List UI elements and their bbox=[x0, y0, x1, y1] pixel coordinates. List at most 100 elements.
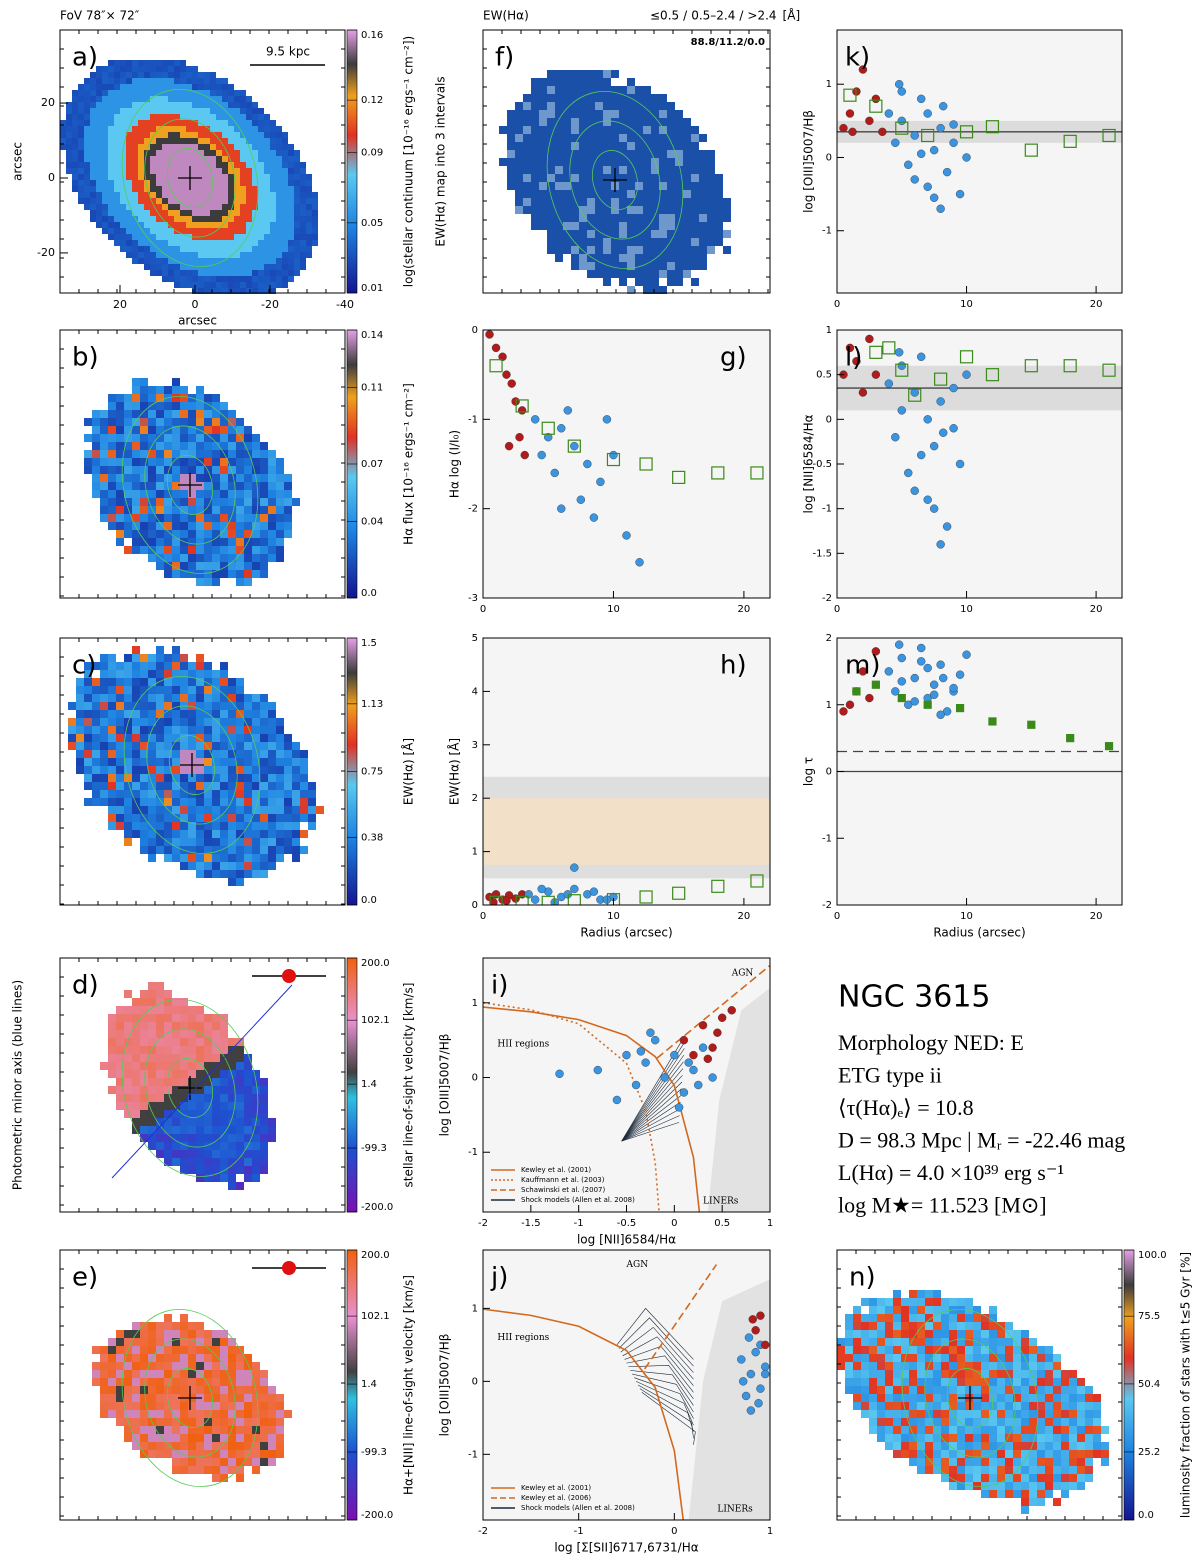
map-pixel bbox=[284, 506, 292, 514]
map-pixel bbox=[188, 1094, 196, 1102]
map-pixel bbox=[603, 238, 611, 246]
map-pixel bbox=[116, 1094, 124, 1102]
map-pixel bbox=[276, 806, 284, 814]
map-pixel bbox=[571, 110, 579, 118]
map-pixel bbox=[108, 150, 114, 156]
map-pixel bbox=[164, 1062, 172, 1070]
map-pixel bbox=[635, 110, 643, 118]
data-point bbox=[739, 1377, 748, 1386]
map-pixel bbox=[84, 782, 92, 790]
map-pixel bbox=[108, 774, 116, 782]
map-pixel bbox=[282, 180, 288, 186]
data-point bbox=[929, 690, 939, 699]
map-pixel bbox=[164, 554, 172, 562]
map-pixel bbox=[244, 1078, 252, 1086]
map-pixel bbox=[300, 234, 306, 240]
map-pixel bbox=[284, 758, 292, 766]
map-pixel bbox=[212, 1418, 220, 1426]
map-pixel bbox=[180, 192, 186, 198]
data-point bbox=[530, 895, 540, 904]
map-pixel bbox=[901, 1386, 909, 1394]
map-pixel bbox=[188, 1402, 196, 1410]
map-pixel bbox=[114, 132, 120, 138]
map-pixel bbox=[78, 192, 84, 198]
map-pixel bbox=[611, 214, 619, 222]
map-pixel bbox=[132, 240, 138, 246]
map-pixel bbox=[186, 114, 192, 120]
map-pixel bbox=[635, 86, 643, 94]
map-pixel bbox=[148, 466, 156, 474]
map-pixel bbox=[72, 162, 78, 168]
map-pixel bbox=[981, 1394, 989, 1402]
map-pixel bbox=[595, 222, 603, 230]
map-pixel bbox=[90, 144, 96, 150]
map-pixel bbox=[853, 1370, 861, 1378]
map-pixel bbox=[196, 522, 204, 530]
map-pixel bbox=[531, 142, 539, 150]
map-pixel bbox=[186, 198, 192, 204]
map-pixel bbox=[603, 158, 611, 166]
map-pixel bbox=[156, 562, 164, 570]
map-pixel bbox=[292, 854, 300, 862]
map-pixel bbox=[164, 450, 172, 458]
map-pixel bbox=[132, 998, 140, 1006]
map-pixel bbox=[92, 782, 100, 790]
map-pixel bbox=[180, 276, 186, 282]
map-pixel bbox=[124, 1330, 132, 1338]
map-pixel bbox=[138, 144, 144, 150]
map-pixel bbox=[126, 120, 132, 126]
map-pixel bbox=[276, 790, 284, 798]
map-pixel bbox=[651, 102, 659, 110]
map-pixel bbox=[288, 234, 294, 240]
model-curve bbox=[656, 964, 770, 1059]
map-pixel bbox=[180, 1386, 188, 1394]
map-pixel bbox=[667, 134, 675, 142]
map-pixel bbox=[180, 1370, 188, 1378]
map-pixel bbox=[180, 562, 188, 570]
map-pixel bbox=[150, 132, 156, 138]
map-pixel bbox=[196, 702, 204, 710]
map-pixel bbox=[212, 870, 220, 878]
map-pixel bbox=[132, 246, 138, 252]
map-pixel bbox=[651, 166, 659, 174]
map-pixel bbox=[66, 108, 72, 114]
map-pixel bbox=[96, 192, 102, 198]
map-pixel bbox=[228, 180, 234, 186]
map-pixel bbox=[220, 1118, 228, 1126]
map-pixel bbox=[222, 192, 228, 198]
map-pixel bbox=[627, 102, 635, 110]
map-pixel bbox=[124, 782, 132, 790]
map-pixel bbox=[260, 554, 268, 562]
map-pixel bbox=[240, 228, 246, 234]
data-point bbox=[698, 1021, 708, 1030]
map-pixel bbox=[132, 150, 138, 156]
map-pixel bbox=[114, 240, 120, 246]
map-pixel bbox=[220, 1474, 228, 1482]
map-pixel bbox=[162, 198, 168, 204]
map-pixel bbox=[84, 434, 92, 442]
map-pixel bbox=[172, 734, 180, 742]
map-pixel bbox=[156, 742, 164, 750]
colorbar-label: Hα flux [10⁻¹⁶ ergs⁻¹ cm⁻²] bbox=[402, 383, 416, 545]
map-pixel bbox=[144, 264, 150, 270]
map-pixel bbox=[651, 246, 659, 254]
map-pixel bbox=[156, 246, 162, 252]
map-pixel bbox=[288, 180, 294, 186]
map-pixel bbox=[258, 204, 264, 210]
map-pixel bbox=[228, 1094, 236, 1102]
map-pixel bbox=[220, 702, 228, 710]
colorbar-tick-label: 0.12 bbox=[361, 95, 383, 106]
map-pixel bbox=[276, 726, 284, 734]
map-pixel bbox=[100, 458, 108, 466]
colorbar-tick-label: 1.5 bbox=[361, 638, 377, 649]
map-pixel bbox=[168, 270, 174, 276]
map-pixel bbox=[236, 1370, 244, 1378]
map-pixel bbox=[228, 418, 236, 426]
map-pixel bbox=[164, 694, 172, 702]
map-pixel bbox=[1053, 1378, 1061, 1386]
map-pixel bbox=[150, 66, 156, 72]
map-pixel bbox=[116, 1378, 124, 1386]
map-pixel bbox=[547, 70, 555, 78]
map-pixel bbox=[234, 138, 240, 144]
map-pixel bbox=[196, 1126, 204, 1134]
